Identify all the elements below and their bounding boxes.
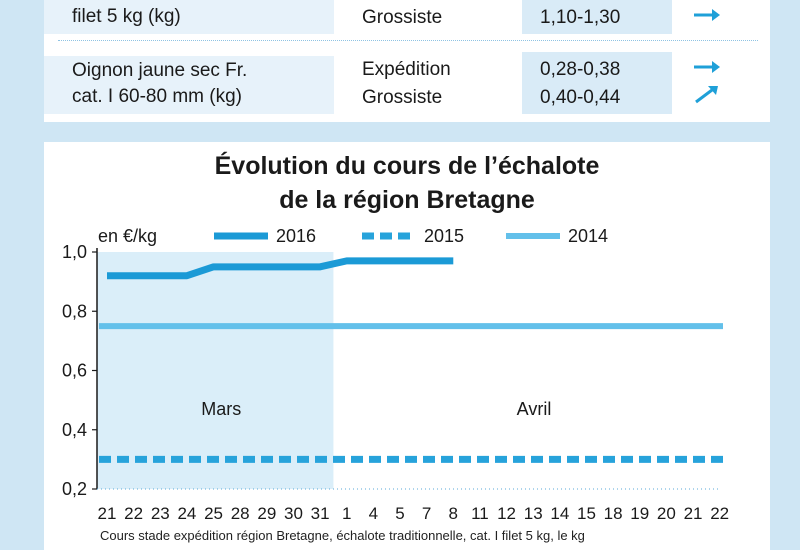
table-row: Oignon jaune sec Fr. cat. I 60-80 mm (kg…	[44, 52, 770, 114]
product-label: Oignon jaune sec Fr.	[72, 60, 248, 81]
month-shade	[97, 252, 334, 489]
stade-label: Grossiste	[362, 7, 443, 28]
month-label: Mars	[201, 399, 241, 419]
x-tick-label: 13	[524, 504, 543, 523]
x-tick-label: 14	[550, 504, 569, 523]
x-tick-label: 1	[342, 504, 351, 523]
x-tick-label: 22	[124, 504, 143, 523]
chart-panel: Évolution du cours de l’échalote de la r…	[44, 142, 770, 550]
stable-arrow-icon	[692, 56, 722, 86]
up-arrow-icon	[692, 84, 722, 114]
chart-title: Évolution du cours de l’échalote	[214, 152, 600, 180]
table-divider	[58, 40, 758, 41]
product-label: filet 5 kg (kg)	[72, 6, 181, 27]
x-tick-label: 31	[311, 504, 330, 523]
x-tick-label: 22	[710, 504, 729, 523]
x-tick-label: 28	[231, 504, 250, 523]
month-label: Avril	[517, 399, 552, 419]
y-tick-label: 0,2	[62, 479, 87, 499]
price-table: filet 5 kg (kg) Grossiste 1,10-1,30 Oign…	[44, 0, 770, 122]
chart-caption: Cours stade expédition région Bretagne, …	[100, 528, 585, 543]
x-tick-label: 20	[657, 504, 676, 523]
line-chart: 0,20,40,60,81,021 22 23 24 25 28 29 30 31 1 4 5 7 8 11…	[62, 226, 729, 523]
stable-arrow-icon	[692, 4, 722, 34]
stade-label: Grossiste	[362, 87, 443, 108]
y-tick-label: 1,0	[62, 242, 87, 262]
x-tick-label: 24	[177, 504, 196, 523]
up-arrow-icon	[692, 0, 722, 8]
chart-subtitle: de la région Bretagne	[279, 186, 535, 214]
y-tick-label: 0,6	[62, 361, 87, 381]
x-tick-label: 29	[257, 504, 276, 523]
price-value: 1,10-1,30	[540, 7, 621, 28]
x-tick-label: 21	[684, 504, 703, 523]
x-tick-label: 12	[497, 504, 516, 523]
legend-label: 2015	[424, 226, 464, 246]
x-tick-label: 5	[395, 504, 404, 523]
x-tick-label: 8	[449, 504, 458, 523]
x-tick-label: 30	[284, 504, 303, 523]
x-tick-label: 25	[204, 504, 223, 523]
x-tick-label: 15	[577, 504, 596, 523]
table-row: filet 5 kg (kg) Grossiste 1,10-1,30	[44, 0, 770, 34]
y-unit-label: en €/kg	[98, 226, 157, 246]
series-line-2016	[107, 257, 454, 280]
x-tick-label: 21	[98, 504, 117, 523]
x-tick-label: 23	[151, 504, 170, 523]
legend-label: 2014	[568, 226, 608, 246]
x-tick-label: 4	[369, 504, 378, 523]
x-tick-label: 11	[471, 504, 489, 523]
stade-label: Expédition	[362, 59, 451, 80]
price-value: 0,40-0,44	[540, 87, 621, 108]
price-value: 0,28-0,38	[540, 59, 621, 80]
x-tick-label: 18	[604, 504, 623, 523]
x-tick-label: 7	[422, 504, 431, 523]
y-tick-label: 0,8	[62, 301, 87, 321]
product-label: cat. I 60-80 mm (kg)	[72, 86, 242, 107]
x-tick-label: 19	[630, 504, 649, 523]
legend-label: 2016	[276, 226, 316, 246]
y-tick-label: 0,4	[62, 420, 87, 440]
